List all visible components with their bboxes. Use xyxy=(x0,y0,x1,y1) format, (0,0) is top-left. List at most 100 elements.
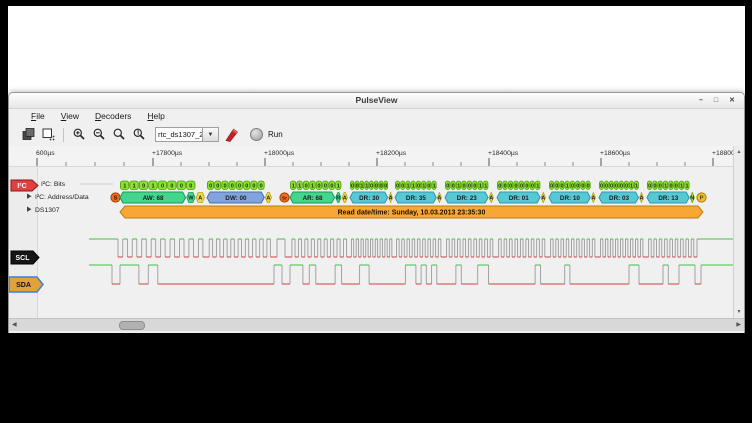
channel-tag-sda[interactable] xyxy=(9,276,44,293)
i2c-bit-value: 0 xyxy=(473,184,476,190)
i2c-stop-annotation xyxy=(696,192,707,203)
menu-bar: File View Decoders Help xyxy=(9,109,173,123)
i2c-bit-annotation xyxy=(684,180,690,190)
run-button[interactable]: Run xyxy=(250,128,283,141)
i2c-flag-annotation xyxy=(264,192,272,203)
i2c-flag-label: A xyxy=(198,196,202,202)
i2c-flag-annotation xyxy=(689,192,695,203)
i2c-byte-label: DR: 13 xyxy=(658,195,678,202)
i2c-bit-value: 0 xyxy=(468,184,471,190)
maximize-button[interactable]: □ xyxy=(713,97,719,104)
i2c-bit-annotation xyxy=(378,180,384,190)
h-scroll-thumb[interactable] xyxy=(119,321,145,330)
expander-icon[interactable] xyxy=(27,193,32,199)
menu-item-view[interactable]: View xyxy=(60,111,80,121)
i2c-bit-annotation xyxy=(444,180,451,190)
zoom-fit-button[interactable] xyxy=(109,125,129,144)
trace-view[interactable]: 600µs +17800µs +18000µs +18200µs +18400µs +18… xyxy=(9,146,744,318)
i2c-bit-annotation xyxy=(554,180,560,190)
i2c-bit-value: 0 xyxy=(245,184,248,190)
i2c-bit-annotation xyxy=(507,180,514,190)
i2c-bit-annotation xyxy=(157,180,168,190)
zoom-in-button[interactable] xyxy=(69,125,89,144)
i2c-bit-annotation xyxy=(296,180,303,190)
i2c-flag-annotation xyxy=(590,192,596,203)
i2c-bit-value: 0 xyxy=(324,184,327,190)
i2c-start-label: S xyxy=(114,196,118,202)
v-scrollbar[interactable]: ▲ ▼ xyxy=(733,146,744,318)
i2c-bit-annotation xyxy=(629,180,634,190)
i2c-bit-annotation xyxy=(564,180,570,190)
ruler-label: +18800µs xyxy=(712,150,743,157)
i2c-bit-annotation xyxy=(410,180,416,190)
title-bar[interactable]: PulseView – □ ✕ xyxy=(9,93,744,109)
new-view-button[interactable] xyxy=(38,125,58,144)
menu-item-decoders[interactable]: Decoders xyxy=(95,111,132,121)
zoom-one-to-one-button[interactable] xyxy=(129,125,149,144)
zoom-fit-icon xyxy=(113,128,125,140)
i2c-bit-annotation xyxy=(349,180,355,190)
i2c-bit-annotation xyxy=(513,180,519,190)
zoom-out-button[interactable] xyxy=(89,125,109,144)
i2c-bit-value: 0 xyxy=(351,184,354,190)
i2c-flag-annotation xyxy=(488,192,494,203)
i2c-bit-annotation xyxy=(466,180,473,190)
ruler xyxy=(9,146,744,166)
i2c-bit-annotation xyxy=(614,180,619,190)
i2c-bit-value: 0 xyxy=(224,184,227,190)
i2c-bit-value: 0 xyxy=(170,184,173,190)
scroll-right-icon[interactable]: ▶ xyxy=(736,322,741,328)
i2c-bit-value: 1 xyxy=(407,184,410,190)
i2c-byte-label: AW: 68 xyxy=(143,195,164,202)
open-session-button[interactable] xyxy=(18,125,38,144)
i2c-byte-annotation xyxy=(444,191,489,204)
channel-tag-scl[interactable] xyxy=(10,250,40,265)
i2c-bit-value: 0 xyxy=(520,184,523,190)
i2c-decoder-tag[interactable] xyxy=(10,179,39,192)
i2c-byte-annotation xyxy=(119,191,187,204)
scroll-up-icon[interactable]: ▲ xyxy=(736,149,742,155)
i2c-flag-label: N xyxy=(690,196,694,202)
i2c-byte-label: DR: 35 xyxy=(406,195,426,202)
i2c-bit-annotation xyxy=(257,180,265,190)
session-selector-dropdown[interactable]: ▼ xyxy=(202,127,219,142)
i2c-flag-label: A xyxy=(266,196,270,202)
minimize-button[interactable]: – xyxy=(698,97,703,104)
i2c-byte-annotation xyxy=(289,191,336,204)
i2c-bit-annotation xyxy=(483,180,489,190)
i2c-bit-value: 1 xyxy=(133,184,136,190)
i2c-bit-annotation xyxy=(431,180,437,190)
scroll-left-icon[interactable]: ◀ xyxy=(12,322,17,328)
i2c-bit-value: 0 xyxy=(305,184,308,190)
i2c-bit-annotation xyxy=(657,180,663,190)
i2c-bit-value: 0 xyxy=(498,184,501,190)
i2c-flag-annotation xyxy=(436,192,442,203)
i2c-bit-value: 1 xyxy=(152,184,155,190)
i2c-bit-annotation xyxy=(679,180,685,190)
close-button[interactable]: ✕ xyxy=(729,97,735,104)
i2c-bit-value: 0 xyxy=(180,184,183,190)
ruler-label: +18400µs xyxy=(488,150,519,157)
probe-config-button[interactable] xyxy=(222,125,242,144)
i2c-bit-value: 0 xyxy=(463,184,466,190)
i2c-bit-annotation xyxy=(609,180,614,190)
menu-item-file[interactable]: File xyxy=(31,111,45,121)
h-scrollbar[interactable]: ◀ ▶ xyxy=(9,318,744,331)
i2c-flag-annotation xyxy=(639,192,644,203)
i2c-bit-value: 0 xyxy=(260,184,263,190)
i2c-flag-annotation xyxy=(341,192,348,203)
menu-item-help[interactable]: Help xyxy=(147,111,165,121)
i2c-decoder-tag-label: I²C xyxy=(17,183,26,190)
scroll-down-icon[interactable]: ▼ xyxy=(736,309,742,315)
session-selector[interactable]: rtc_ds1307_2 ▼ xyxy=(155,127,219,142)
i2c-bit-annotation xyxy=(176,180,186,190)
i2c-byte-annotation xyxy=(548,191,591,204)
i2c-bit-annotation xyxy=(524,180,530,190)
ruler-label: +17800µs xyxy=(152,150,183,157)
i2c-bit-value: 0 xyxy=(504,184,507,190)
i2c-bit-annotation xyxy=(302,180,310,190)
expander-icon[interactable] xyxy=(27,206,32,212)
i2c-bit-value: 1 xyxy=(292,184,295,190)
i2c-bit-annotation xyxy=(394,180,401,190)
i2c-bit-value: 1 xyxy=(664,184,667,190)
